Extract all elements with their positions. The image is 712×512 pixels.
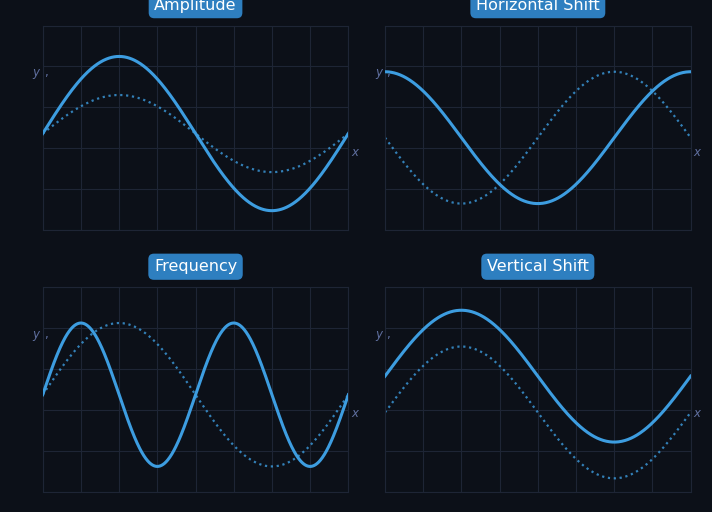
Text: y: y xyxy=(375,67,382,79)
Text: x: x xyxy=(693,146,701,159)
Text: x: x xyxy=(352,146,358,159)
Text: ,: , xyxy=(387,67,390,79)
Text: y: y xyxy=(375,328,382,341)
Text: y: y xyxy=(33,67,40,79)
Text: Horizontal Shift: Horizontal Shift xyxy=(476,0,600,13)
Text: x: x xyxy=(352,408,358,420)
Text: ,: , xyxy=(44,67,48,79)
Text: y: y xyxy=(33,328,40,341)
Text: Vertical Shift: Vertical Shift xyxy=(487,259,589,274)
Text: x: x xyxy=(693,408,701,420)
Text: ,: , xyxy=(44,328,48,341)
Text: ,: , xyxy=(387,328,390,341)
Text: Frequency: Frequency xyxy=(154,259,237,274)
Text: Amplitude: Amplitude xyxy=(155,0,237,13)
